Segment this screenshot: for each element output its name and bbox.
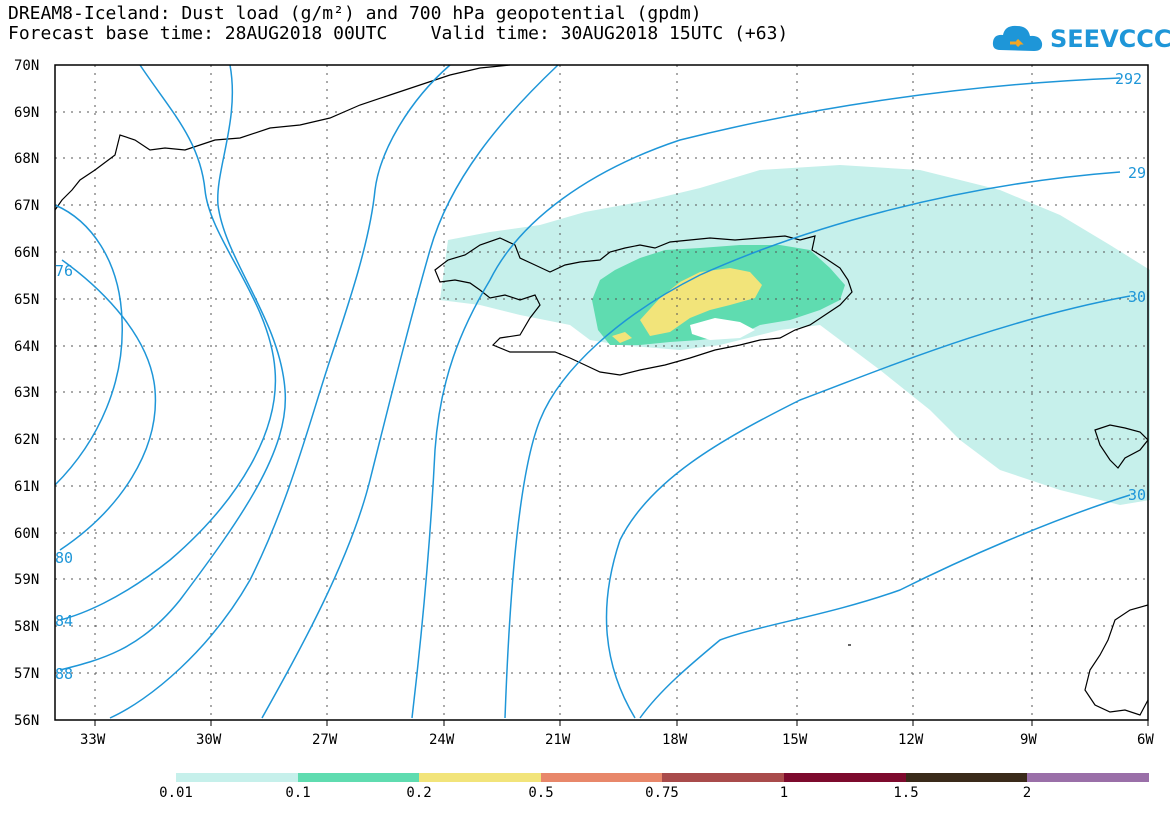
colorbar-tick: 0.1 [285,785,311,801]
lat-label: 66N [14,245,39,261]
lat-label: 60N [14,526,39,542]
scotland-coast [1084,604,1149,716]
colorbar-swatch [1027,773,1149,782]
lat-label: 67N [14,198,39,214]
contour-label: 30 [1128,288,1146,306]
dust-area-0.2-small [612,332,632,343]
lon-label: 9W [1020,732,1037,748]
lat-label: 57N [14,666,39,682]
lon-label: 27W [312,732,338,748]
grid [55,65,1148,720]
colorbar-swatch [419,773,541,782]
lat-label: 61N [14,479,39,495]
dust-area-0.01 [440,165,1150,505]
contour-label: 88 [55,665,73,683]
lon-label: 21W [545,732,571,748]
map-frame [54,64,1149,721]
lat-label: 59N [14,572,39,588]
lon-label: 6W [1137,732,1154,748]
contour-label: 30 [1128,486,1146,504]
lat-label: 68N [14,151,39,167]
contour-label: 292 [1115,70,1142,88]
colorbar-swatch [541,773,662,782]
iceland-coast [434,235,853,376]
dust-layer [440,165,1150,505]
contour-label: 80 [55,549,73,567]
colorbar-tick: 0.01 [159,785,193,801]
contour-labels: 292 29 30 30 76 80 84 88 [55,70,1146,683]
contour-label: 29 [1128,164,1146,182]
lat-labels: 70N 69N 68N 67N 66N 65N 64N 63N 62N 61N … [14,58,39,729]
cloud-icon [992,25,1043,51]
lat-label: 69N [14,105,39,121]
lon-label: 33W [80,732,106,748]
colorbar-swatch [298,773,419,782]
dust-gap [690,318,755,340]
colorbar-swatch [662,773,784,782]
colorbar-tick: 1.5 [893,785,919,801]
colorbar-tick: 0.5 [528,785,554,801]
colorbar-swatch [906,773,1027,782]
axis-ticks [94,720,1149,726]
colorbar-tick: 2 [1022,785,1032,801]
lat-label: 58N [14,619,39,635]
lat-label: 64N [14,339,39,355]
colorbar-tick: 1 [779,785,789,801]
lon-label: 30W [196,732,222,748]
lon-label: 15W [782,732,808,748]
forecast-time-line: Forecast base time: 28AUG2018 00UTC Vali… [8,23,789,44]
lon-label: 12W [898,732,924,748]
colorbar-swatch [784,773,906,782]
lat-label: 63N [14,385,39,401]
lon-labels: 33W 30W 27W 24W 21W 18W 15W 12W 9W 6W [80,732,1154,748]
coastlines [54,64,1149,716]
contour-label: 76 [55,262,73,280]
greenland-coast [54,64,511,211]
colorbar-tick: 0.2 [406,785,432,801]
colorbar [176,773,1149,782]
colorbar-swatch [176,773,298,782]
logo-text: SEEVCCC [1050,25,1172,53]
lon-label: 24W [429,732,455,748]
lon-label: 18W [662,732,688,748]
seevccc-logo [990,20,1130,60]
lat-label: 62N [14,432,39,448]
dust-area-0.2 [640,268,762,336]
lat-label: 56N [14,713,39,729]
geopotential-contours [54,64,1131,719]
map-title: DREAM8-Iceland: Dust load (g/m²) and 700… [8,3,702,24]
lat-label: 65N [14,292,39,308]
colorbar-tick: 0.75 [645,785,679,801]
lat-label: 70N [14,58,39,74]
contour-label: 84 [55,612,73,630]
faroe-coast [1094,424,1149,469]
